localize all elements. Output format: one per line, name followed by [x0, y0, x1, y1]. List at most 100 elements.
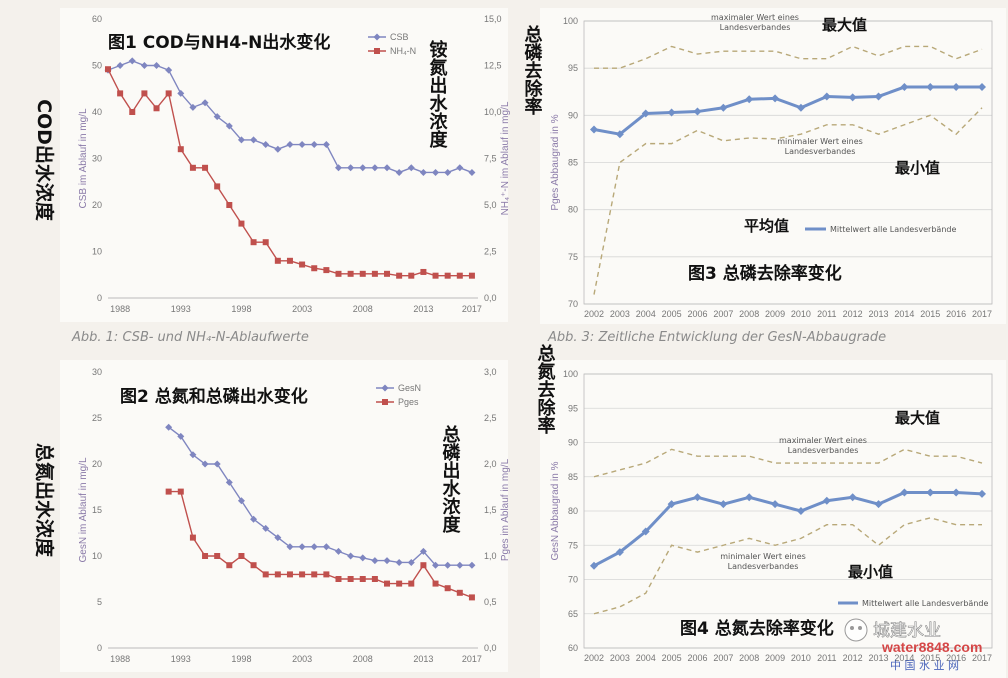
chart2-series-1-point: [238, 553, 245, 559]
chart1-series-0-point: [213, 113, 221, 121]
chart1-series-1-point: [202, 164, 209, 171]
chart4-xtick: 2011: [817, 653, 836, 663]
chart1-series-1-point: [177, 146, 184, 153]
chart4-xtick: 2009: [765, 653, 785, 663]
chart3-legend: Mittelwert alle Landesverbände: [805, 225, 956, 234]
chart1-series-1-point: [129, 109, 136, 115]
chart4-cn-left-label: 总氮去除率: [535, 343, 556, 435]
chart1-series-1-point: [274, 257, 281, 264]
chart2-series-1-point: [165, 488, 172, 495]
chart2-series-0-point: [225, 478, 233, 486]
chart1-series-0-point: [444, 168, 452, 176]
chart2-series-1-point: [274, 571, 281, 578]
chart1-xtick: 1988: [110, 304, 130, 314]
chart1-y2tick: 2,5: [484, 247, 497, 257]
chart1-series-0-point: [262, 141, 270, 149]
chart3-caption: Abb. 3: Zeitliche Entwicklung der GesN-A…: [547, 330, 886, 345]
chart3-ytick: 85: [568, 158, 578, 168]
chart3-ytick: 70: [568, 299, 578, 309]
chart4-xtick: 2007: [713, 653, 733, 663]
chart3-series-0-point: [926, 83, 935, 92]
chart3-series-0-point: [667, 108, 676, 117]
chart1-y2tick: 15,0: [484, 14, 502, 24]
chart1-ytick: 0: [97, 293, 102, 303]
chart3-xtick: 2007: [713, 309, 733, 319]
chart2-legend-marker-1: [382, 399, 388, 405]
chart4-xtick: 2002: [584, 653, 604, 663]
chart1-series-0-point: [298, 141, 306, 149]
chart4-series-0-point: [796, 507, 805, 515]
chart1-ytick: 10: [92, 247, 102, 257]
chart4-xtick: 2006: [687, 653, 707, 663]
chart3-xtick: 2008: [739, 309, 759, 319]
chart1-ylabel: CSB im Ablauf in mg/L: [78, 108, 89, 208]
chart1-series-1-point: [238, 220, 245, 227]
chart2-ytick: 5: [97, 597, 102, 607]
chart4-ytick: 65: [568, 609, 578, 619]
chart4-series-0-line: [593, 491, 983, 568]
chart2-ytick: 15: [92, 505, 102, 515]
chart1-y2tick: 12,5: [484, 61, 502, 71]
chart2-series-0-point: [262, 524, 270, 532]
chart1-y2label: NH₄⁺-N im Ablauf in mg/L: [500, 101, 511, 215]
chart1-ytick: 30: [92, 154, 102, 164]
chart2-ytick: 25: [92, 413, 102, 423]
chart2-xtick: 1993: [171, 654, 191, 664]
chart1-series-0-point: [322, 141, 330, 149]
chart4-series-0-point: [590, 561, 598, 570]
chart3-xtick: 2015: [920, 309, 940, 319]
chart3-xtick: 2011: [817, 309, 836, 319]
chart2-series-0-point: [444, 561, 452, 569]
chart1-series-0-point: [201, 99, 209, 107]
chart2-series-1-point: [189, 534, 196, 541]
chart4-series-0-point: [978, 489, 986, 498]
chart4-ytick: 100: [563, 369, 578, 379]
chart4-legend-label: Mittelwert alle Landesverbände: [862, 599, 988, 608]
chart2-series-1-point: [396, 580, 403, 587]
chart1-series-1-point: [250, 239, 257, 246]
chart1-series-1-point: [117, 90, 124, 97]
chart3-series-0-line: [593, 85, 982, 136]
chart2-series-1-point: [335, 576, 342, 582]
chart4-xtick: 2013: [869, 653, 889, 663]
chart3-xtick: 2009: [765, 309, 785, 319]
chart2-series-0-point: [468, 561, 476, 569]
chart1-series-1-point: [189, 164, 196, 171]
chart1-legend-label-0: CSB: [390, 32, 409, 42]
chart3-ytick: 95: [568, 63, 578, 73]
chart2-series-1-point: [371, 576, 378, 582]
chart1-series-0-point: [419, 168, 427, 176]
chart2-series-1-point: [384, 580, 391, 587]
chart1-legend-label-1: NH₄-N: [390, 46, 416, 56]
chart4-xtick: 2012: [843, 653, 863, 663]
chart1-caption: Abb. 1: CSB- und NH₄-N-Ablaufwerte: [71, 330, 309, 345]
chart3-series-0-point: [952, 83, 961, 92]
chart1-series-0-point: [177, 89, 185, 97]
chart3-series-0-point: [978, 83, 986, 92]
chart2-title: 图2 总氮和总磷出水变化: [120, 386, 308, 407]
chart3-series-0-point: [615, 130, 624, 139]
chart1-series-0-point: [371, 164, 379, 172]
chart3-series-0-point: [771, 94, 780, 103]
chart2-series-1-point: [311, 571, 318, 578]
chart4-xtick: 2016: [946, 653, 966, 663]
chart4-max-note: maximaler Wert eines Landesverbandes: [779, 436, 867, 455]
chart2-series-1-point: [347, 576, 354, 582]
chart2-y2tick: 2,0: [484, 459, 497, 469]
chart2-xtick: 2013: [413, 654, 433, 664]
chart1-series-1-point: [384, 270, 391, 277]
chart4-min-note: minimaler Wert eines Landesverbandes: [720, 552, 806, 571]
chart1-series-1-point: [141, 90, 148, 97]
chart1-series-1-point: [165, 90, 172, 97]
chart1-xtick: 2003: [292, 304, 312, 314]
chart1-xtick: 2013: [413, 304, 433, 314]
chart1-series-0-point: [189, 103, 197, 111]
chart2-panel: [60, 360, 508, 672]
chart1-xtick: 2008: [353, 304, 373, 314]
chart3-xtick: 2002: [584, 309, 604, 319]
chart1-series-1-point: [432, 272, 439, 279]
chart2-ylabel: GesN im Ablauf in mg/L: [78, 457, 89, 562]
chart4-xtick: 2015: [920, 653, 940, 663]
chart2-series-0-point: [213, 460, 221, 468]
chart4-cn-min: 最小值: [848, 563, 893, 581]
